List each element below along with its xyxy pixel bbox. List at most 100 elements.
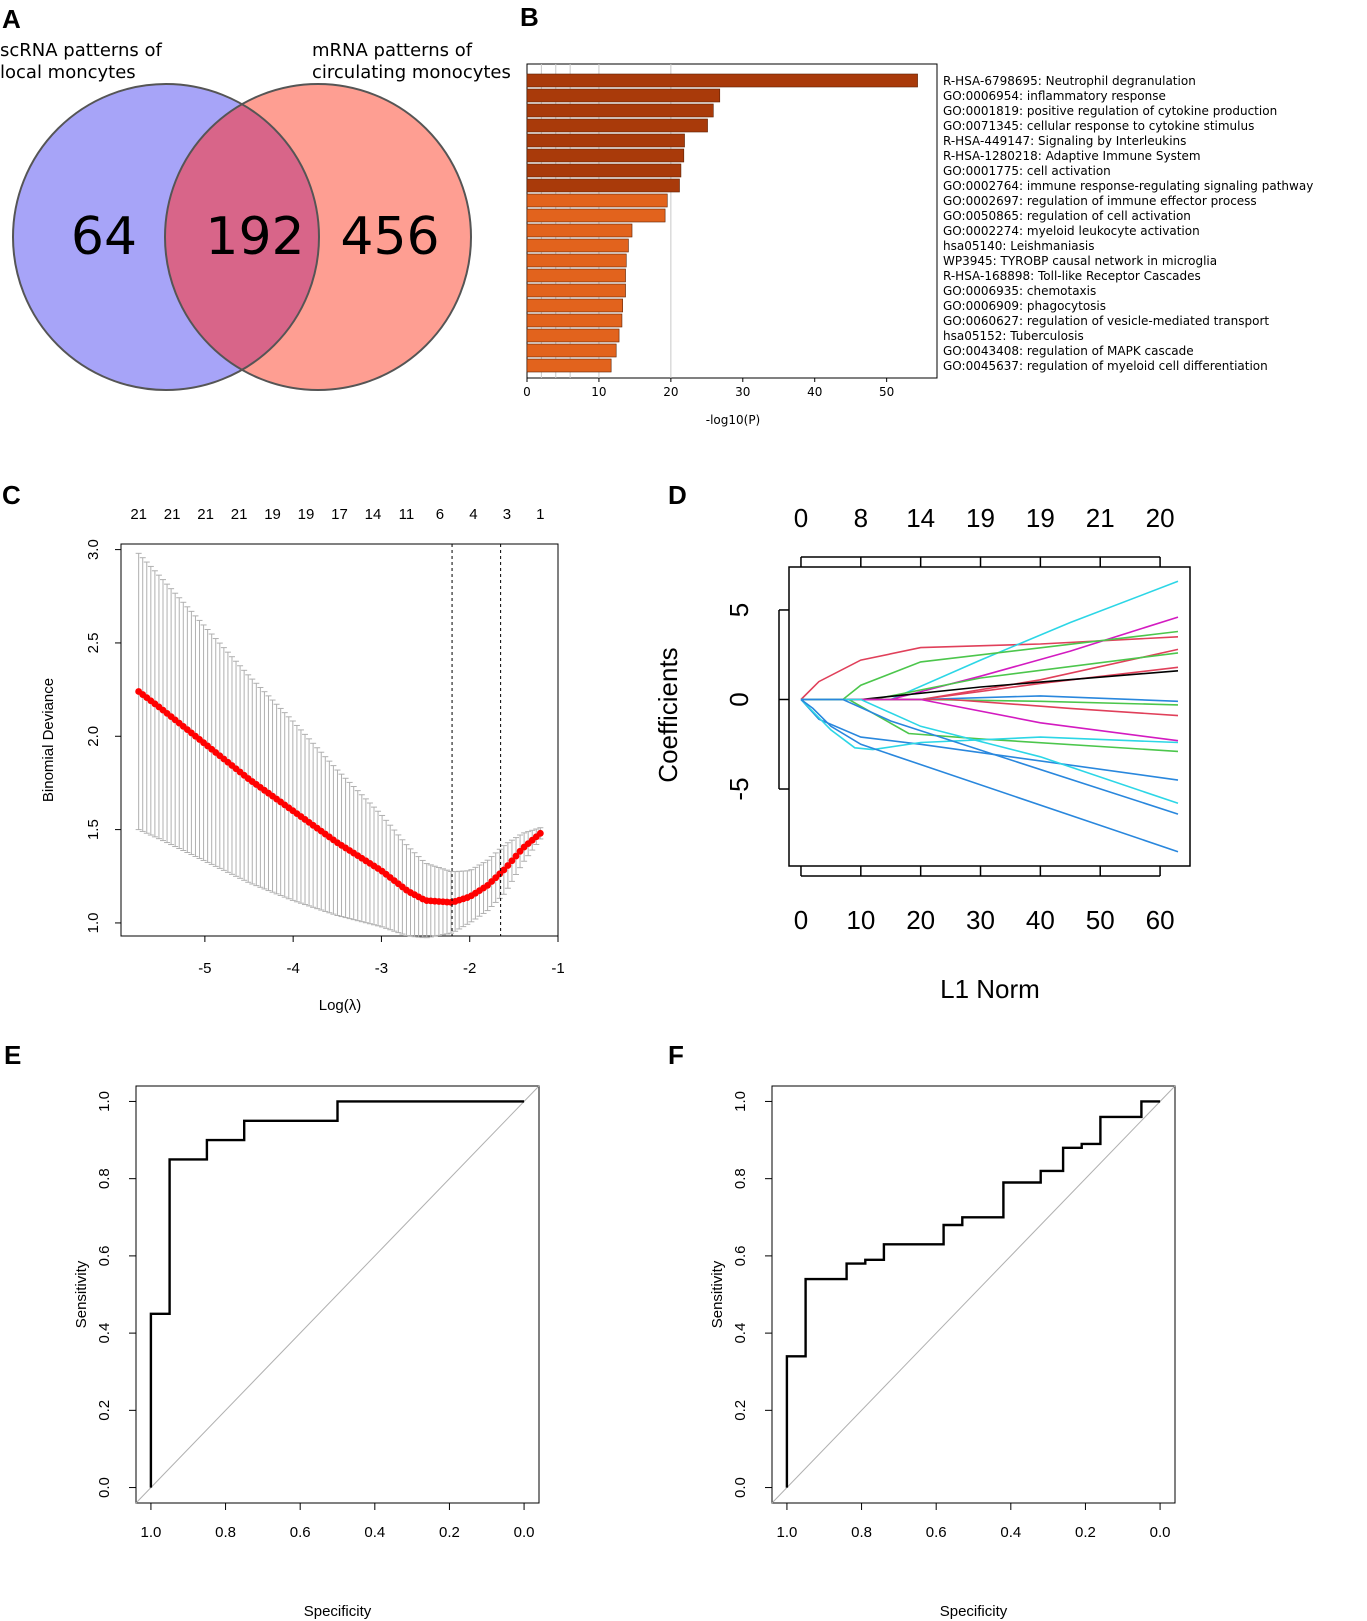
cv-y-tick-label: 2.0 — [85, 726, 102, 747]
coef-top-count-label: 19 — [966, 503, 995, 533]
bar-category-label: R-HSA-1280218: Adaptive Immune System — [943, 149, 1201, 163]
bar-category-label: GO:0002274: myeloid leukocyte activation — [943, 224, 1200, 238]
cv-deviance-point — [508, 857, 516, 865]
roc-f-plot-frame — [771, 1085, 1176, 1504]
bar-category-label: GO:0006954: inflammatory response — [943, 89, 1166, 103]
panel-label-e: E — [4, 1040, 22, 1070]
roc-e-y-tick-label: 0.0 — [96, 1477, 113, 1498]
venn-count-intersection: 192 — [205, 207, 304, 267]
bar — [526, 343, 617, 358]
bar — [526, 328, 620, 343]
cv-top-count-label: 11 — [399, 506, 415, 523]
roc-e-y-tick-label: 1.0 — [96, 1091, 113, 1112]
cv-top-count-label: 21 — [197, 506, 214, 523]
cv-top-count-label: 21 — [164, 506, 181, 523]
bar — [526, 148, 685, 163]
roc-e-x-tick-label: 1.0 — [140, 1524, 161, 1541]
panel-label-c: C — [2, 480, 21, 510]
cv-top-count-label: 19 — [264, 506, 281, 523]
bar-x-tick-label: 0 — [523, 385, 531, 399]
cv-top-count-label: 14 — [365, 506, 382, 523]
coef-x-tick-label: 40 — [1026, 905, 1055, 935]
roc-e-y-tick-label: 0.4 — [96, 1323, 113, 1344]
bar — [526, 133, 685, 148]
bar — [526, 163, 682, 178]
bar-category-label: GO:0006909: phagocytosis — [943, 299, 1106, 313]
bar — [526, 238, 629, 253]
bar-category-label: hsa05140: Leishmaniasis — [943, 239, 1094, 253]
roc-f-y-tick-label: 0.6 — [732, 1245, 749, 1266]
venn-intersection — [165, 104, 319, 370]
roc-f-y-axis-label: Sensitivity — [709, 1260, 726, 1328]
cv-y-tick-label: 2.5 — [85, 633, 102, 654]
panel-label-d: D — [668, 480, 687, 510]
coef-y-tick-label: 5 — [724, 603, 754, 617]
coef-path-green-a — [801, 630, 1179, 701]
roc-e-x-tick-label: 0.6 — [290, 1524, 311, 1541]
coef-path-black — [801, 670, 1179, 701]
bar — [526, 178, 680, 193]
cv-x-axis-label: Log(λ) — [319, 997, 362, 1014]
bar — [526, 253, 627, 268]
cv-x-tick-label: -5 — [198, 960, 211, 977]
bar-category-label: GO:0050865: regulation of cell activatio… — [943, 209, 1191, 223]
cv-x-tick-label: -2 — [463, 960, 476, 977]
coef-x-tick-label: 20 — [906, 905, 935, 935]
coef-x-tick-label: 50 — [1086, 905, 1115, 935]
roc-f-roc-curve — [785, 1100, 1161, 1488]
cv-y-tick-label: 1.0 — [85, 913, 102, 934]
coef-y-axis-label: Coefficients — [653, 647, 683, 782]
coef-path-blue-d — [800, 698, 1179, 853]
roc-e-x-tick-label: 0.4 — [364, 1524, 385, 1541]
bar-category-label: GO:0043408: regulation of MAPK cascade — [943, 344, 1194, 358]
roc-f-x-tick-label: 0.8 — [851, 1524, 872, 1541]
roc-f-y-tick-label: 1.0 — [732, 1091, 749, 1112]
cv-top-count-label: 6 — [436, 506, 444, 523]
cv-y-axis-label: Binomial Deviance — [40, 678, 57, 802]
bar-category-label: R-HSA-6798695: Neutrophil degranulation — [943, 74, 1196, 88]
roc-f-x-tick-label: 0.6 — [926, 1524, 947, 1541]
cv-top-count-label: 17 — [331, 506, 348, 523]
venn-outline-left — [12, 83, 320, 391]
bar-category-label: GO:0006935: chemotaxis — [943, 284, 1096, 298]
bar-category-label: R-HSA-168898: Toll-like Receptor Cascade… — [943, 269, 1201, 283]
bar-category-label: WP3945: TYROBP causal network in microgl… — [943, 254, 1217, 268]
bar-category-label: GO:0002764: immune response-regulating s… — [943, 179, 1313, 193]
cv-deviance-point — [536, 829, 544, 837]
bar — [526, 88, 721, 103]
roc-f-x-axis-label: Specificity — [940, 1603, 1008, 1620]
cv-y-tick-label: 3.0 — [85, 539, 102, 560]
roc-f-x-tick-label: 0.0 — [1150, 1524, 1171, 1541]
panel-label-a: A — [2, 4, 21, 34]
bar — [526, 283, 626, 298]
bar-x-tick-label: 10 — [591, 385, 606, 399]
roc-e-x-axis-label: Specificity — [304, 1603, 372, 1620]
cv-top-count-label: 3 — [503, 506, 511, 523]
bar-category-label: GO:0002697: regulation of immune effecto… — [943, 194, 1257, 208]
venn-label-right: circulating monocytes — [312, 62, 511, 83]
roc-e-roc-curve — [149, 1100, 525, 1488]
coef-top-count-label: 14 — [906, 503, 935, 533]
coef-top-count-label: 8 — [854, 503, 868, 533]
coef-top-count-label: 0 — [794, 503, 808, 533]
coef-x-tick-label: 0 — [794, 905, 808, 935]
bar-x-tick-label: 20 — [663, 385, 678, 399]
cv-deviance-point — [512, 852, 520, 860]
venn-count-left: 64 — [71, 207, 137, 267]
cv-top-count-label: 1 — [536, 506, 544, 523]
coef-x-axis-label: L1 Norm — [940, 974, 1040, 1004]
roc-e-y-tick-label: 0.8 — [96, 1168, 113, 1189]
roc-e-x-tick-label: 0.2 — [439, 1524, 460, 1541]
bar-category-label: GO:0060627: regulation of vesicle-mediat… — [943, 314, 1269, 328]
roc-e-diagonal — [135, 1085, 540, 1504]
cv-top-count-label: 21 — [231, 506, 248, 523]
bar-category-label: R-HSA-449147: Signaling by Interleukins — [943, 134, 1186, 148]
cv-top-count-label: 19 — [298, 506, 315, 523]
cv-x-tick-label: -1 — [551, 960, 564, 977]
panel-label-f: F — [668, 1040, 684, 1070]
roc-f-y-tick-label: 0.0 — [732, 1477, 749, 1498]
bar — [526, 268, 626, 283]
coef-top-count-label: 19 — [1026, 503, 1055, 533]
venn-label-left: local moncytes — [0, 62, 136, 83]
